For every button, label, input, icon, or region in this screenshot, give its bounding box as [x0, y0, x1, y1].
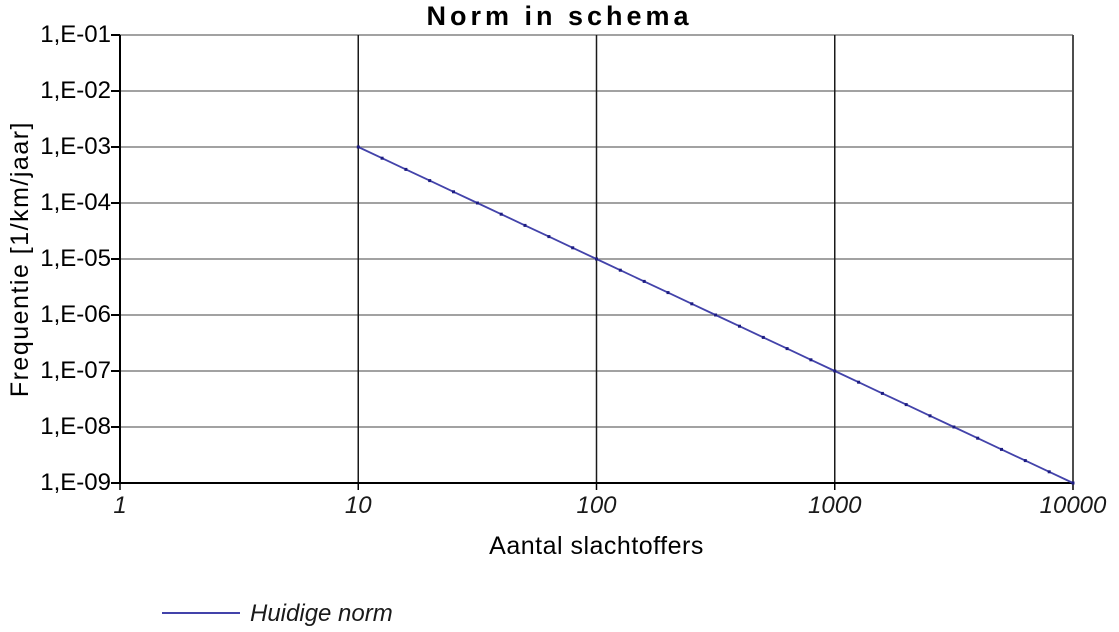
- y-tick-label: 1,E-09: [40, 469, 111, 496]
- series-marker: [475, 201, 479, 205]
- legend-line-sample: [162, 612, 240, 614]
- series-marker: [809, 358, 813, 362]
- y-tick-label: 1,E-06: [40, 301, 111, 328]
- y-tick-label: 1,E-03: [40, 133, 111, 160]
- series-marker: [785, 347, 789, 351]
- x-tick-label: 1000: [808, 492, 862, 519]
- series-marker: [547, 235, 551, 239]
- series-marker: [404, 167, 408, 171]
- series-marker: [857, 380, 861, 384]
- x-tick-label: 10: [344, 492, 372, 519]
- series-marker: [571, 246, 575, 250]
- series-marker: [690, 302, 694, 306]
- series-marker: [666, 291, 670, 295]
- series-marker: [595, 257, 598, 261]
- series-marker: [499, 212, 503, 216]
- series-marker: [452, 190, 455, 194]
- y-tick-label: 1,E-04: [40, 189, 111, 216]
- series-marker: [428, 179, 432, 183]
- chart-title: Norm in schema: [426, 1, 693, 31]
- x-tick-label: 10000: [1039, 492, 1107, 519]
- series-marker: [642, 279, 646, 283]
- series-marker: [952, 425, 956, 429]
- series-marker: [1023, 459, 1027, 463]
- legend-label: Huidige norm: [250, 600, 393, 627]
- series-marker: [618, 268, 622, 272]
- y-tick-label: 1,E-05: [40, 245, 111, 272]
- y-tick-label: 1,E-02: [40, 77, 111, 104]
- series-marker: [1071, 481, 1075, 485]
- x-tick-label: 100: [576, 492, 617, 519]
- series-marker: [833, 369, 837, 373]
- x-axis-title: Aantal slachtoffers: [489, 532, 704, 560]
- series-marker: [880, 391, 884, 395]
- series-marker: [761, 335, 765, 339]
- y-tick-label: 1,E-01: [40, 21, 111, 48]
- series-marker: [356, 145, 360, 149]
- y-tick-label: 1,E-07: [40, 357, 111, 384]
- series-marker: [976, 436, 980, 440]
- series-marker: [523, 223, 527, 227]
- series-marker: [1047, 470, 1051, 474]
- series-marker: [928, 414, 932, 418]
- series-marker: [904, 403, 908, 407]
- series-marker: [1000, 447, 1003, 451]
- x-tick-label: 1: [113, 492, 127, 519]
- series-marker: [380, 156, 384, 160]
- series-marker: [714, 313, 718, 317]
- series-marker: [738, 324, 741, 328]
- y-tick-label: 1,E-08: [40, 413, 111, 440]
